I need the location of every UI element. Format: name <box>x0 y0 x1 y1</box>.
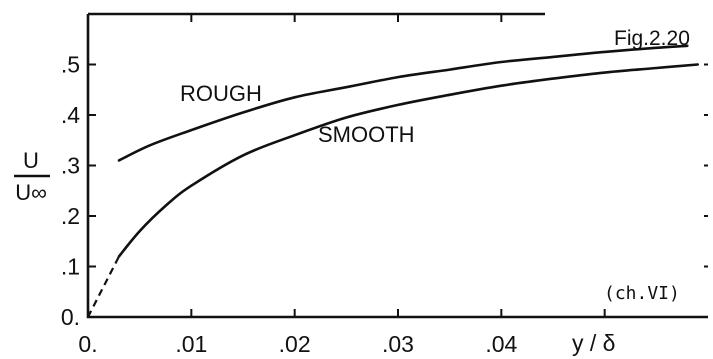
y-tick-label: .3 <box>61 153 80 179</box>
y-tick-label: .5 <box>61 52 80 78</box>
y-tick-label: .4 <box>61 102 80 128</box>
series-extrapolation-dashed <box>87 255 120 318</box>
y-tick-label: .2 <box>61 203 80 229</box>
y-axis-label-numerator: U <box>23 148 39 173</box>
note-label: (ch.VI) <box>604 283 680 304</box>
y-tick-label: .1 <box>61 254 80 280</box>
y-axis-label-denominator: U∞ <box>15 180 47 205</box>
x-tick-label: .01 <box>175 331 207 357</box>
series-label-rough: ROUGH <box>180 81 262 106</box>
figure-label: Fig.2.20 <box>614 27 690 50</box>
x-tick-label: 0. <box>78 331 97 357</box>
series-label-smooth: SMOOTH <box>318 122 415 147</box>
axis-frame-left-bottom <box>86 14 708 319</box>
series: ROUGH SMOOTH <box>87 44 699 318</box>
x-axis-label: y / δ <box>572 330 615 356</box>
y-axis-label: U U∞ <box>14 148 50 205</box>
x-tick-label: .04 <box>485 331 517 357</box>
series-line-rough <box>117 44 689 162</box>
axes <box>86 12 708 319</box>
ticks: 0. .01 .02 .03 .04 0. .1 .2 .3 .4 .5 <box>61 14 708 357</box>
series-line-smooth <box>117 63 699 258</box>
x-tick-label: .03 <box>382 331 414 357</box>
x-tick-label: .02 <box>279 331 311 357</box>
y-tick-label: 0. <box>61 304 80 330</box>
